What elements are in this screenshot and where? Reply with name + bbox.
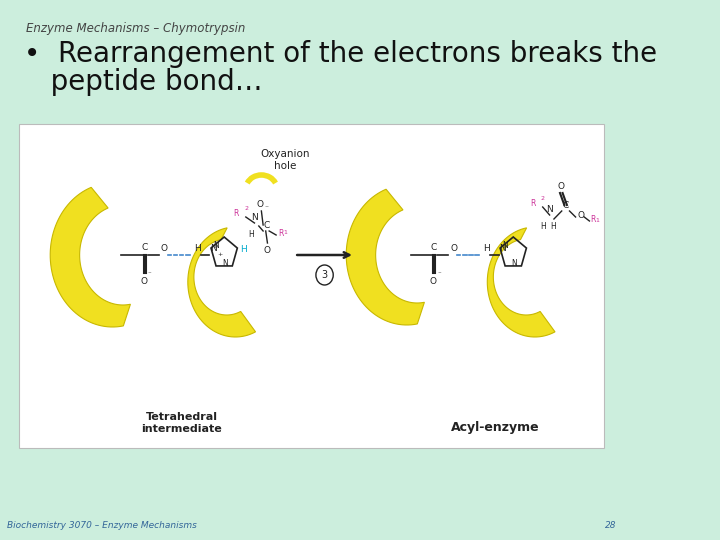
Text: O: O bbox=[450, 244, 457, 253]
Text: C: C bbox=[562, 201, 569, 210]
Text: ⁻: ⁻ bbox=[265, 204, 269, 213]
Text: peptide bond…: peptide bond… bbox=[24, 68, 263, 96]
Text: Tetrahedral
intermediate: Tetrahedral intermediate bbox=[141, 412, 222, 434]
Text: Enzyme Mechanisms – Chymotrypsin: Enzyme Mechanisms – Chymotrypsin bbox=[26, 22, 246, 35]
Polygon shape bbox=[487, 228, 555, 337]
Text: N: N bbox=[500, 244, 506, 253]
Text: H: H bbox=[540, 222, 546, 231]
Text: C: C bbox=[264, 221, 270, 230]
Text: N: N bbox=[214, 240, 220, 249]
Polygon shape bbox=[50, 187, 130, 327]
Text: N: N bbox=[546, 205, 553, 214]
Text: 28: 28 bbox=[605, 521, 616, 530]
Text: O: O bbox=[429, 277, 436, 286]
Text: O: O bbox=[264, 246, 271, 255]
Text: O: O bbox=[161, 244, 168, 253]
Text: N: N bbox=[503, 240, 508, 249]
Text: O: O bbox=[140, 277, 147, 286]
Text: N: N bbox=[210, 244, 217, 253]
Text: Biochemistry 3070 – Enzyme Mechanisms: Biochemistry 3070 – Enzyme Mechanisms bbox=[7, 521, 197, 530]
Text: H: H bbox=[240, 245, 246, 253]
Text: 2: 2 bbox=[541, 196, 545, 201]
Polygon shape bbox=[188, 228, 256, 337]
Text: C: C bbox=[141, 243, 148, 252]
Text: N: N bbox=[251, 213, 258, 222]
Text: 2: 2 bbox=[244, 206, 248, 211]
Text: N: N bbox=[511, 259, 517, 267]
Text: 3: 3 bbox=[322, 270, 328, 280]
Text: O: O bbox=[577, 212, 585, 220]
Text: R: R bbox=[590, 215, 595, 225]
FancyBboxPatch shape bbox=[19, 124, 605, 448]
Text: R: R bbox=[233, 208, 239, 218]
Text: R: R bbox=[531, 199, 536, 207]
Text: 1: 1 bbox=[283, 230, 287, 235]
Text: +: + bbox=[217, 253, 222, 258]
Text: •  Rearrangement of the electrons breaks the: • Rearrangement of the electrons breaks … bbox=[24, 40, 657, 68]
Text: H: H bbox=[248, 230, 254, 239]
Text: O: O bbox=[557, 182, 564, 191]
Text: 1: 1 bbox=[595, 218, 599, 223]
Polygon shape bbox=[346, 189, 424, 325]
Text: C: C bbox=[431, 243, 437, 252]
Text: H: H bbox=[550, 222, 556, 231]
Text: N: N bbox=[222, 259, 228, 267]
Text: Oxyanion
hole: Oxyanion hole bbox=[261, 148, 310, 171]
Text: H: H bbox=[483, 244, 490, 253]
Text: Acyl-enzyme: Acyl-enzyme bbox=[451, 421, 539, 434]
Text: ⁻: ⁻ bbox=[148, 271, 152, 277]
Text: O: O bbox=[256, 200, 263, 209]
Text: ⁻: ⁻ bbox=[437, 271, 441, 277]
Text: R: R bbox=[278, 228, 283, 238]
Text: H: H bbox=[194, 244, 201, 253]
